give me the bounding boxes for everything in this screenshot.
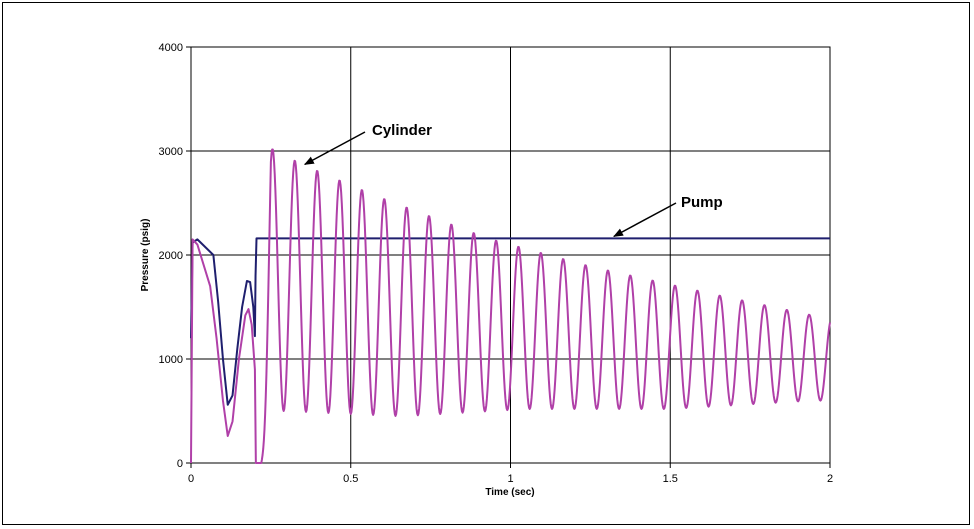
x-tick-label: 1 bbox=[507, 473, 513, 485]
y-tick-label: 0 bbox=[177, 458, 183, 470]
cylinder-series-line bbox=[190, 148, 831, 464]
pump-annotation-arrow bbox=[613, 202, 677, 238]
series-lines bbox=[190, 148, 831, 464]
x-tick-label: 0.5 bbox=[343, 473, 358, 485]
y-tick-label: 1000 bbox=[159, 354, 183, 366]
x-tick-label: 1.5 bbox=[663, 473, 678, 485]
y-tick-label: 4000 bbox=[159, 42, 183, 54]
y-axis-title: Pressure (psig) bbox=[140, 219, 151, 292]
annotations: Cylinder Pump bbox=[303, 122, 723, 238]
pump-series-line bbox=[190, 237, 830, 406]
y-tick-label: 2000 bbox=[159, 250, 183, 262]
cylinder-annotation-arrow bbox=[303, 131, 366, 166]
pump-annotation-label: Pump bbox=[681, 194, 723, 211]
x-axis-ticks: 0 0.5 1 1.5 2 bbox=[188, 463, 833, 485]
y-axis-ticks: 0 1000 2000 3000 4000 bbox=[159, 42, 191, 470]
x-tick-label: 2 bbox=[827, 473, 833, 485]
x-tick-label: 0 bbox=[188, 473, 194, 485]
cylinder-annotation-label: Cylinder bbox=[372, 122, 432, 139]
x-axis-title: Time (sec) bbox=[485, 487, 534, 498]
y-tick-label: 3000 bbox=[159, 146, 183, 158]
